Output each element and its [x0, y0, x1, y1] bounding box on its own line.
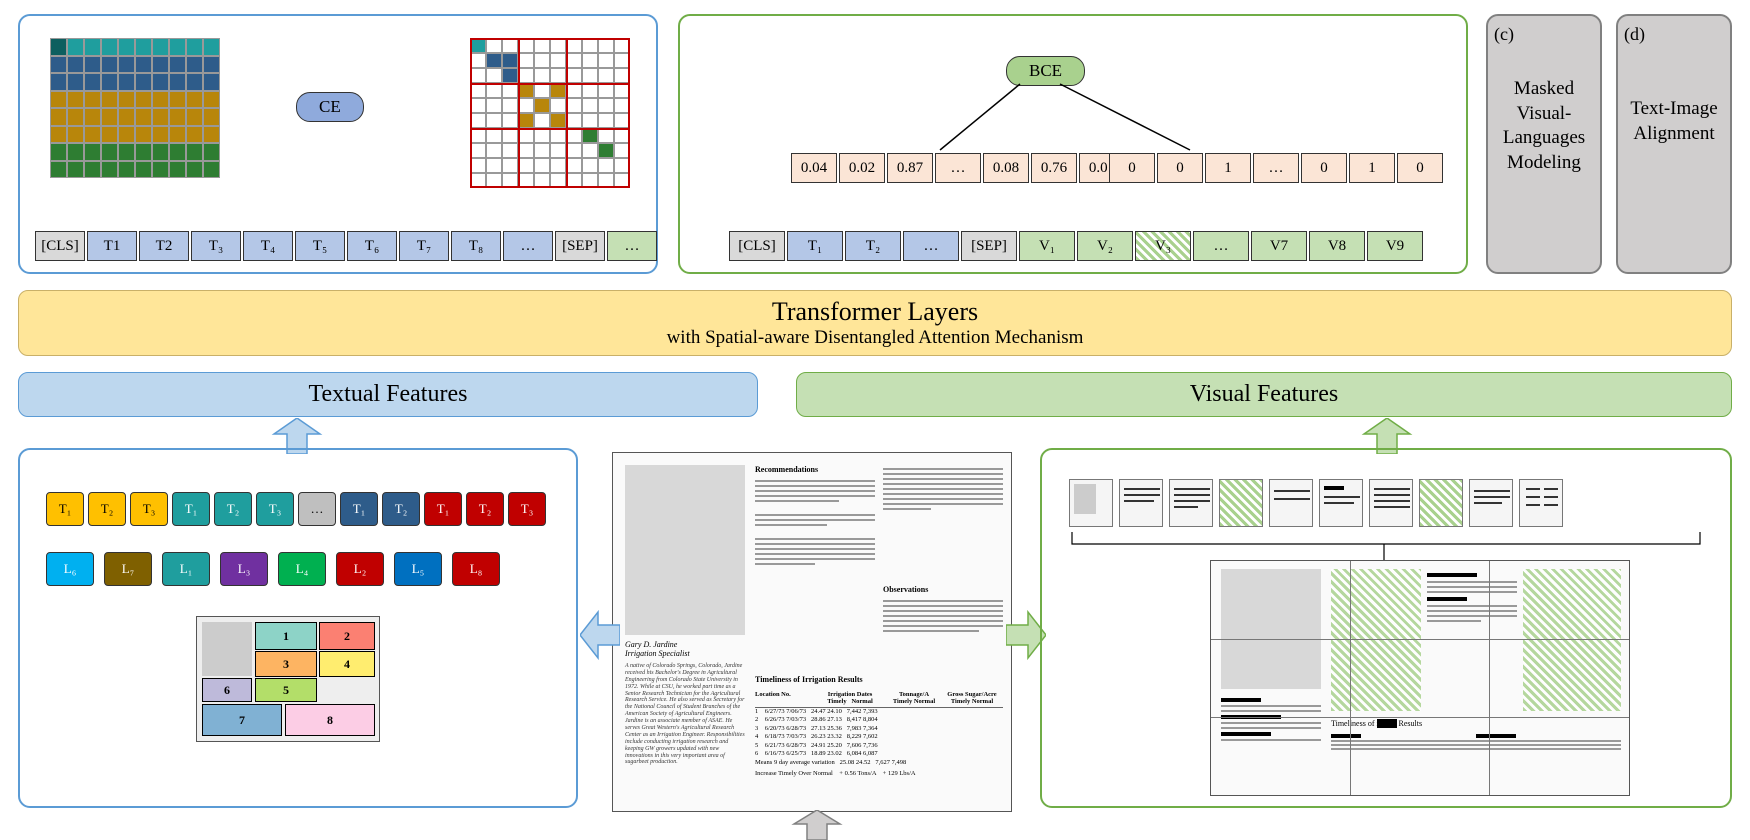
segment-region: 4	[319, 651, 375, 677]
layout-token: L₆	[46, 552, 94, 586]
token: V8	[1309, 231, 1365, 261]
patch-thumb	[1519, 479, 1563, 527]
patch-thumb	[1169, 479, 1213, 527]
panel-d: (d) Text-ImageAlignment	[1616, 14, 1732, 274]
token: [SEP]	[555, 231, 605, 261]
segment-region: 5	[255, 678, 317, 702]
transformer-subtitle: with Spatial-aware Disentangled Attentio…	[25, 327, 1725, 349]
token: [CLS]	[729, 231, 785, 261]
token: …	[903, 231, 959, 261]
patches-bracket	[1068, 530, 1708, 564]
token: …	[1193, 231, 1249, 261]
token: T₁	[787, 231, 843, 261]
patch-thumb	[1319, 479, 1363, 527]
transformer-title: Transformer Layers	[25, 297, 1725, 327]
segment-region: 1	[255, 622, 317, 650]
panel-c-text: MaskedVisual-LanguagesModeling	[1494, 77, 1594, 176]
doc-to-textual-arrow	[580, 608, 620, 662]
feature-token: T₁	[424, 492, 462, 526]
layout-token: L₇	[104, 552, 152, 586]
token: …	[607, 231, 657, 261]
token-row-a: [CLS]T1T2T₃T₄T₅T₆T₇T₈…[SEP]…	[34, 230, 658, 262]
token: V9	[1367, 231, 1423, 261]
feature-token: T₂	[214, 492, 252, 526]
textual-features-bar: Textual Features	[18, 372, 758, 417]
panel-c-label: (c)	[1494, 24, 1594, 45]
patch-thumbnails-row	[1068, 478, 1708, 528]
masked-document: Timeliness of xxxxx Results	[1210, 560, 1630, 796]
token: T₈	[451, 231, 501, 261]
panel-c: (c) MaskedVisual-LanguagesModeling	[1486, 14, 1602, 274]
feature-token: T₃	[256, 492, 294, 526]
sparse-matrix	[470, 38, 630, 188]
token: T2	[139, 231, 189, 261]
feature-token: …	[298, 492, 336, 526]
binary-cell: 1	[1349, 153, 1395, 183]
segment-region: 8	[285, 704, 375, 736]
layout-token: L₁	[162, 552, 210, 586]
panel-d-text: Text-ImageAlignment	[1624, 97, 1724, 146]
token-row-b: [CLS]T₁T₂…[SEP]V₁V₂V₃…V7V8V9	[728, 230, 1424, 262]
source-document: Gary D. JardineIrrigation Specialist A n…	[612, 452, 1012, 812]
token: V7	[1251, 231, 1307, 261]
layout-token: L₂	[336, 552, 384, 586]
patch-thumb	[1469, 479, 1513, 527]
transformer-bar: Transformer Layers with Spatial-aware Di…	[18, 290, 1732, 356]
token: T₅	[295, 231, 345, 261]
patch-thumb	[1119, 479, 1163, 527]
dense-matrix	[50, 38, 220, 178]
patch-thumb	[1069, 479, 1113, 527]
visual-features-bar: Visual Features	[796, 372, 1732, 417]
segment-region: 7	[202, 704, 282, 736]
feature-token: T₁	[172, 492, 210, 526]
layout-token: L₈	[452, 552, 500, 586]
patch-thumb-masked	[1219, 479, 1263, 527]
feature-token: T₂	[466, 492, 504, 526]
feature-token: T₁	[340, 492, 378, 526]
segmented-document-thumb: 12345678	[196, 616, 380, 742]
token: T₇	[399, 231, 449, 261]
panel-d-label: (d)	[1624, 24, 1724, 45]
layout-token: L₅	[394, 552, 442, 586]
token: [CLS]	[35, 231, 85, 261]
feature-token: T₃	[130, 492, 168, 526]
feature-token: T₃	[508, 492, 546, 526]
ce-label: CE	[296, 92, 364, 122]
binary-cell: 0	[1397, 153, 1443, 183]
feature-token: T₁	[46, 492, 84, 526]
bce-connections	[780, 80, 1340, 160]
input-up-arrow	[790, 810, 844, 840]
feature-token: T₂	[88, 492, 126, 526]
feature-tokens-bottom: L₆ L₇ L₁ L₃ L₄ L₂ L₅ L₈	[44, 550, 508, 588]
token: T₄	[243, 231, 293, 261]
token: T₆	[347, 231, 397, 261]
token: V₁	[1019, 231, 1075, 261]
segment-region: 6	[202, 678, 252, 702]
feature-token: T₂	[382, 492, 420, 526]
segment-region: 3	[255, 651, 317, 677]
token: T1	[87, 231, 137, 261]
token: V₂	[1077, 231, 1133, 261]
token: T₂	[845, 231, 901, 261]
patch-thumb	[1369, 479, 1413, 527]
token: …	[503, 231, 553, 261]
token: T₃	[191, 231, 241, 261]
layout-token: L₃	[220, 552, 268, 586]
layout-token: L₄	[278, 552, 326, 586]
segment-region: 2	[319, 622, 375, 650]
patch-thumb	[1269, 479, 1313, 527]
token: V₃	[1135, 231, 1191, 261]
patch-thumb-masked	[1419, 479, 1463, 527]
token: [SEP]	[961, 231, 1017, 261]
feature-tokens-top: T₁T₂T₃T₁T₂T₃…T₁T₂T₁T₂T₃	[44, 490, 548, 528]
